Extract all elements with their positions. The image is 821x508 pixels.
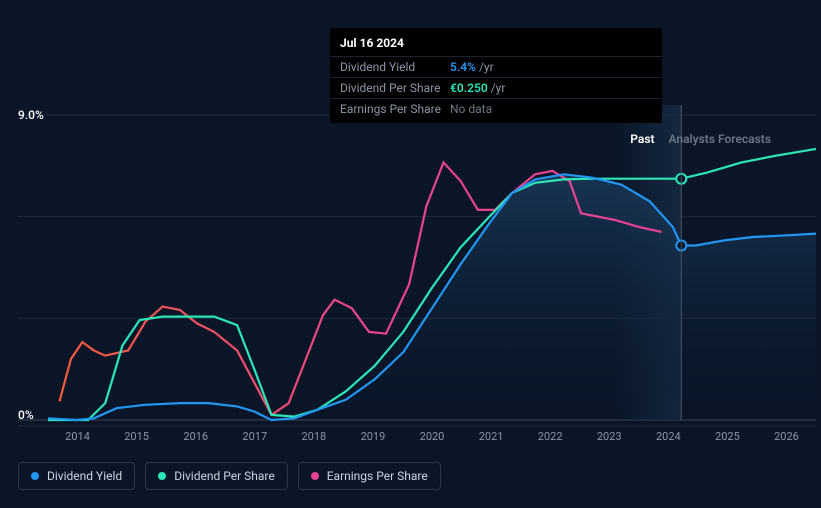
x-tick-label: 2022 (521, 430, 580, 443)
legend-dot (158, 472, 166, 480)
tooltip-label: Dividend Per Share (340, 81, 450, 95)
period-forecast-label: Analysts Forecasts (669, 132, 771, 146)
legend-item-dividend-yield[interactable]: Dividend Yield (18, 462, 135, 490)
x-tick-label: 2021 (462, 430, 521, 443)
tooltip-unit: /yr (491, 81, 506, 95)
x-tick-label: 2016 (166, 430, 225, 443)
tooltip-value: 5.4% (450, 60, 476, 74)
legend-dot (31, 472, 39, 480)
tooltip-unit: /yr (479, 60, 494, 74)
tooltip-row: Dividend Yield5.4%/yr (330, 56, 662, 77)
x-tick-label: 2023 (580, 430, 639, 443)
legend-dot (311, 472, 319, 480)
x-tick-label: 2026 (757, 430, 816, 443)
tooltip-label: Earnings Per Share (340, 102, 450, 116)
period-past-label: Past (630, 132, 654, 146)
chart-container: 9.0% 0% Past Analysts Forecasts 20142015… (0, 0, 821, 508)
tooltip-value: €0.250 (450, 81, 488, 95)
tooltip-row: Earnings Per ShareNo data (330, 98, 662, 119)
tooltip-date: Jul 16 2024 (330, 32, 662, 56)
x-tick-label: 2025 (698, 430, 757, 443)
tooltip-row: Dividend Per Share€0.250/yr (330, 77, 662, 98)
legend-label: Dividend Per Share (174, 469, 275, 483)
x-tick-label: 2015 (107, 430, 166, 443)
legend-label: Earnings Per Share (327, 469, 428, 483)
x-tick-label: 2014 (48, 430, 107, 443)
chart-tooltip: Jul 16 2024 Dividend Yield5.4%/yrDividen… (330, 28, 662, 123)
legend-item-dividend-per-share[interactable]: Dividend Per Share (145, 462, 288, 490)
x-tick-label: 2024 (639, 430, 698, 443)
x-tick-label: 2019 (343, 430, 402, 443)
x-axis-labels: 2014201520162017201820192020202120222023… (48, 430, 816, 443)
tooltip-nodata: No data (450, 102, 492, 116)
legend-label: Dividend Yield (47, 469, 122, 483)
tooltip-label: Dividend Yield (340, 60, 450, 74)
y-axis-min-label: 0% (18, 408, 34, 422)
legend: Dividend Yield Dividend Per Share Earnin… (18, 462, 441, 490)
period-labels: Past Analysts Forecasts (630, 132, 771, 146)
y-axis-max-label: 9.0% (18, 108, 44, 122)
x-tick-label: 2020 (402, 430, 461, 443)
legend-item-earnings-per-share[interactable]: Earnings Per Share (298, 462, 441, 490)
x-tick-label: 2018 (284, 430, 343, 443)
x-tick-label: 2017 (225, 430, 284, 443)
